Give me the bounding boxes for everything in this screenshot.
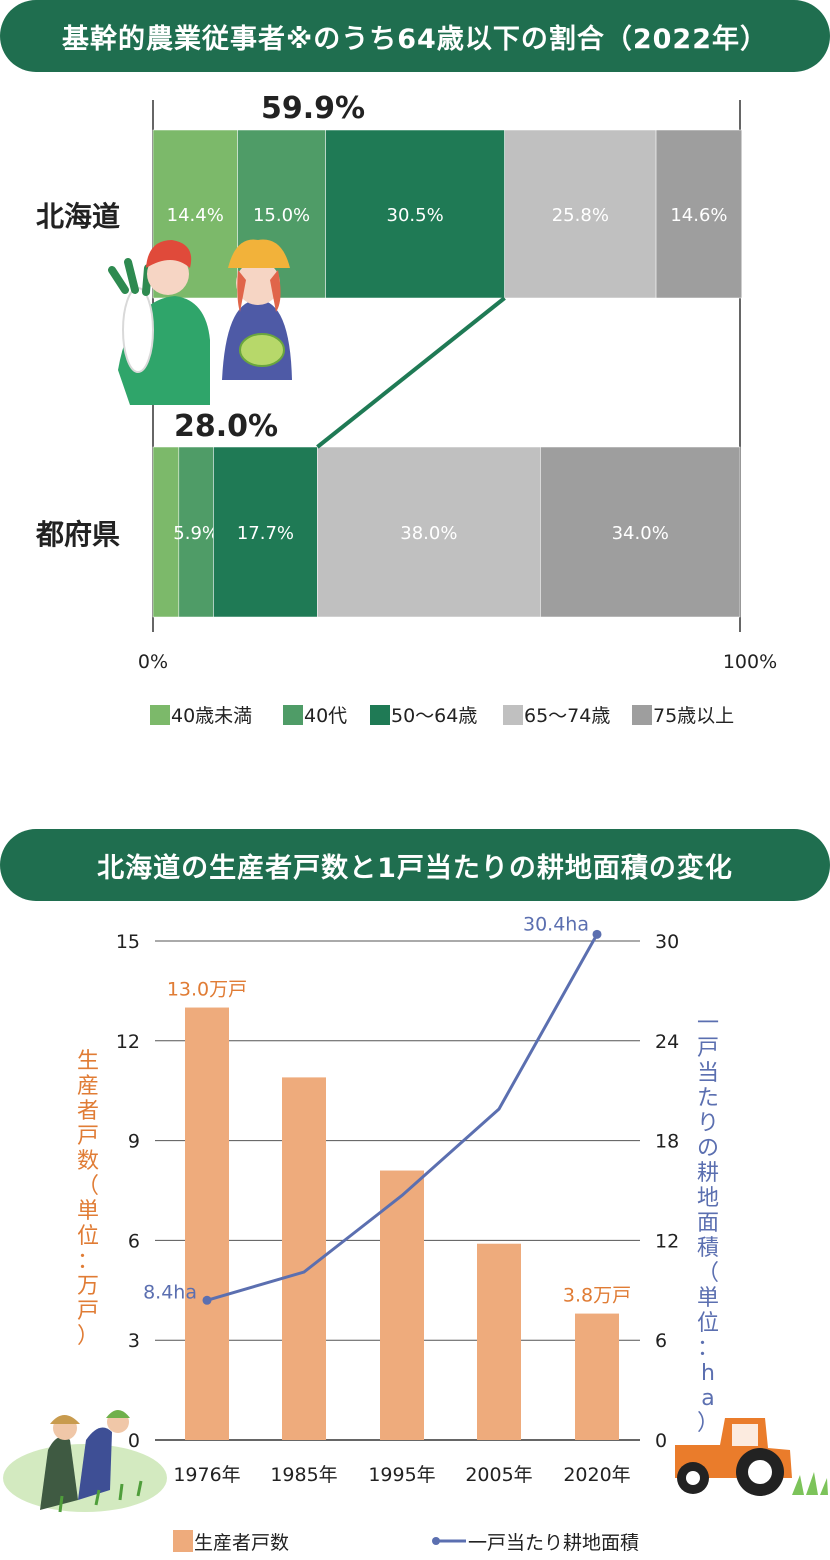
bar-3 — [477, 1243, 521, 1440]
segment-label-0-0: 14.4% — [167, 205, 224, 226]
segment-label-1-2: 17.7% — [237, 523, 294, 544]
legend-label-bars: 生産者戸数 — [194, 1532, 289, 1554]
segment-label-0-4: 14.6% — [670, 205, 727, 226]
area-line — [206, 933, 599, 1302]
y-right-tick-1: 6 — [655, 1330, 667, 1352]
bar-segment-1-3 — [317, 446, 541, 618]
bar-segment-1-4 — [540, 446, 741, 618]
segment-label-1-3: 38.0% — [400, 523, 457, 544]
chart1-stacked-bar-chart: 北海道 都府県 14.4% 15.0% 30.5% 25.8% 14.6% 4.4% 5.9… — [35, 91, 777, 727]
chart1-title-banner: 基幹的農業従事者※のうち64歳以下の割合（2022年） — [0, 0, 830, 72]
bar-2 — [380, 1170, 424, 1440]
legend-swatch-4 — [632, 705, 652, 725]
segment-label-0-1: 15.0% — [253, 205, 310, 226]
legend-swatch-3 — [503, 705, 523, 725]
connector-line-64-and-under — [316, 296, 506, 449]
legend-label-1: 40代 — [304, 705, 347, 727]
x-tick-1: 1985年 — [270, 1464, 337, 1486]
chart2-title-banner: 北海道の生産者戸数と1戸当たりの耕地面積の変化 — [0, 829, 830, 901]
x-tick-2: 1995年 — [368, 1464, 435, 1486]
category-label-hokkaido: 北海道 — [36, 200, 120, 233]
y-right-tick-0: 0 — [655, 1430, 667, 1452]
tractor-illustration — [675, 1418, 828, 1496]
segment-label-1-4: 34.0% — [612, 523, 669, 544]
legend-swatch-line-dot — [432, 1537, 440, 1545]
bar-segment-0-3 — [504, 129, 657, 299]
legend-label-0: 40歳未満 — [171, 705, 252, 727]
bar-annotation-first: 13.0万戸 — [167, 979, 247, 1001]
y-left-tick-3: 9 — [128, 1131, 140, 1153]
planting-farmers-illustration — [3, 1410, 167, 1513]
bar-4 — [575, 1313, 619, 1440]
y-left-tick-1: 3 — [128, 1330, 140, 1352]
legend-label-3: 65～74歳 — [524, 705, 610, 727]
x-tick-3: 2005年 — [465, 1464, 532, 1486]
y-left-tick-5: 15 — [116, 931, 140, 953]
legend-swatch-0 — [150, 705, 170, 725]
bar-segment-1-0 — [152, 446, 180, 618]
y-left-tick-0: 0 — [128, 1430, 140, 1452]
segment-label-1-1: 5.9% — [173, 523, 219, 544]
legend-swatch-2 — [370, 705, 390, 725]
chart2-title: 北海道の生産者戸数と1戸当たりの耕地面積の変化 — [97, 852, 733, 884]
y-right-tick-5: 30 — [655, 931, 679, 953]
segment-label-0-2: 30.5% — [387, 205, 444, 226]
total-64-under-tofuken: 28.0% — [174, 409, 278, 444]
line-annotation-first: 8.4ha — [143, 1281, 197, 1303]
bar-segment-1-1 — [178, 446, 214, 618]
y-right-tick-2: 12 — [655, 1230, 679, 1252]
line-point-0 — [202, 1295, 212, 1305]
line-point-4 — [592, 929, 602, 939]
bar-segment-0-4 — [655, 129, 743, 299]
legend-label-4: 75歳以上 — [653, 705, 734, 727]
y-right-axis-title: 一戸当たりの耕地面積（単位： h a） — [697, 1011, 719, 1436]
legend-label-line: 一戸当たり耕地面積 — [468, 1532, 639, 1554]
x-tick-0: 0% — [138, 651, 168, 673]
legend-label-2: 50～64歳 — [391, 705, 477, 727]
total-64-under-hokkaido: 59.9% — [261, 91, 365, 126]
y-right-tick-4: 24 — [655, 1031, 679, 1053]
legend-swatch-1 — [283, 705, 303, 725]
bar-segment-1-2 — [213, 446, 318, 618]
y-left-tick-4: 12 — [116, 1031, 140, 1053]
bar-0 — [185, 1007, 229, 1440]
chart1-title: 基幹的農業従事者※のうち64歳以下の割合（2022年） — [62, 23, 768, 55]
y-right-tick-3: 18 — [655, 1131, 679, 1153]
line-annotation-last: 30.4ha — [523, 913, 589, 935]
farmers-illustration — [108, 239, 292, 405]
x-tick-4: 2020年 — [563, 1464, 630, 1486]
segment-label-1-0: 4.4% — [158, 622, 204, 643]
y-left-tick-2: 6 — [128, 1230, 140, 1252]
bar-segment-0-2 — [325, 129, 505, 299]
bar-annotation-last: 3.8万戸 — [563, 1285, 631, 1307]
legend-swatch-bars — [173, 1530, 193, 1552]
x-tick-100: 100% — [723, 651, 777, 673]
category-label-tofuken: 都府県 — [35, 518, 120, 551]
segment-label-0-3: 25.8% — [552, 205, 609, 226]
y-left-axis-title: 生産者戸数（単位：万戸） — [77, 1049, 99, 1349]
x-tick-0: 1976年 — [173, 1464, 240, 1486]
